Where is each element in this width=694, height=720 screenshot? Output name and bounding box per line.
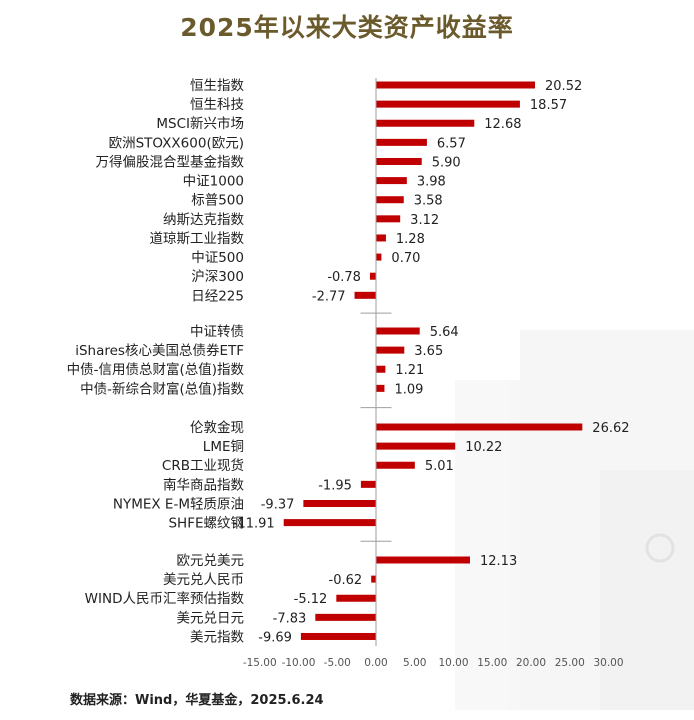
bar [376, 177, 407, 185]
category-label: 中证转债 [190, 324, 244, 340]
category-label: SHFE螺纹钢 [168, 516, 244, 532]
bar [315, 613, 376, 621]
category-label: 美元兑日元 [177, 610, 245, 626]
x-tick-label: 5.00 [403, 657, 426, 669]
x-tick-label: -5.00 [324, 657, 351, 669]
category-label: 欧元兑美元 [177, 553, 245, 569]
value-label: -1.95 [318, 478, 352, 493]
value-label: -9.69 [258, 630, 292, 645]
value-label: 5.90 [432, 155, 461, 170]
category-label: 中债-信用债总财富(总值)指数 [67, 361, 245, 378]
value-label: -2.77 [312, 289, 346, 304]
value-label: 18.57 [530, 98, 567, 113]
bar [376, 138, 427, 146]
bar [376, 556, 471, 564]
value-label: -5.12 [294, 592, 328, 607]
value-label: 3.65 [414, 344, 443, 359]
bar [376, 100, 520, 108]
category-label: 万得偏股混合型基金指数 [96, 153, 245, 170]
category-label: iShares核心美国总债券ETF [75, 343, 244, 359]
bar [376, 461, 415, 469]
category-label: 纳斯达克指数 [163, 212, 244, 228]
category-label: 伦敦金现 [190, 420, 244, 436]
category-label: 恒生科技 [190, 97, 244, 113]
bar [336, 594, 376, 602]
bar [376, 253, 382, 261]
bar [354, 291, 376, 299]
bar [300, 632, 376, 640]
bar [360, 480, 376, 488]
bar [376, 423, 583, 431]
bar [376, 384, 385, 392]
category-label: NYMEX E-M轻质原油 [113, 496, 244, 512]
value-label: -9.37 [261, 497, 295, 512]
bar [371, 575, 376, 583]
bar [376, 119, 475, 127]
x-tick-label: 20.00 [516, 657, 546, 669]
bar [376, 215, 401, 223]
value-label: 3.12 [410, 213, 439, 228]
bar [376, 196, 404, 204]
category-label: WIND人民币汇率预估指数 [85, 590, 245, 607]
bar [376, 442, 456, 450]
x-tick-label: 30.00 [593, 657, 623, 669]
value-label: 12.68 [484, 117, 521, 132]
value-label: 5.64 [430, 325, 459, 340]
bars [283, 81, 583, 640]
category-label: CRB工业现货 [162, 457, 244, 474]
category-label: 标普500 [191, 193, 244, 209]
value-label: 5.01 [425, 459, 454, 474]
category-label: 道琼斯工业指数 [150, 231, 245, 247]
x-tick-label: 0.00 [364, 657, 387, 669]
category-label: 日经225 [191, 288, 244, 304]
bar [369, 272, 376, 280]
category-label: LME铜 [203, 439, 244, 455]
category-label: 南华商品指数 [163, 477, 244, 493]
category-label: 沪深300 [191, 269, 244, 285]
bar [376, 81, 536, 89]
x-tick-label: 10.00 [438, 657, 468, 669]
value-label: 12.13 [480, 554, 517, 569]
bar [376, 157, 422, 165]
bar [376, 365, 386, 373]
value-label: 3.58 [414, 194, 443, 209]
value-label: 1.28 [396, 232, 425, 247]
x-tick-label: 25.00 [555, 657, 585, 669]
x-tick-label: 15.00 [477, 657, 507, 669]
chart-watermark [455, 330, 694, 710]
value-label: 20.52 [545, 79, 582, 94]
value-label: 3.98 [417, 175, 446, 190]
value-label: -7.83 [273, 611, 307, 626]
category-label: 中债-新综合财富(总值)指数 [80, 380, 244, 397]
value-label: 10.22 [465, 440, 502, 455]
bar [376, 327, 420, 335]
category-label: 欧洲STOXX600(欧元) [109, 135, 244, 151]
category-label: 美元兑人民币 [163, 572, 244, 588]
bar [376, 346, 405, 354]
category-label: 恒生指数 [190, 78, 244, 94]
value-label: 1.21 [395, 363, 424, 378]
x-axis-ticks: -15.00 -10.00 -5.00 0.00 5.00 10.00 15.00 20.00… [243, 657, 624, 669]
category-label: 中证500 [191, 250, 244, 266]
category-label: 美元指数 [190, 629, 244, 645]
bar [283, 519, 376, 527]
value-label: 1.09 [394, 382, 423, 397]
value-label: 26.62 [592, 421, 629, 436]
category-label: 中证1000 [183, 174, 244, 190]
x-tick-label: -10.00 [282, 657, 316, 669]
value-label: 0.70 [391, 251, 420, 266]
value-label: -11.91 [233, 517, 275, 532]
bar [303, 499, 376, 507]
category-label: MSCI新兴市场 [156, 115, 244, 132]
value-label: 6.57 [437, 136, 466, 151]
chart-title: 2025年以来大类资产收益率 [180, 13, 514, 42]
value-label: -0.62 [329, 573, 363, 588]
source-note: 数据来源：Wind，华夏基金，2025.6.24 [70, 693, 324, 708]
bar [376, 234, 386, 242]
value-labels: 20.52 18.57 12.68 6.57 5.90 3.98 3.58 3.12 1.28 0… [233, 79, 630, 645]
x-tick-label: -15.00 [243, 657, 277, 669]
value-label: -0.78 [327, 270, 361, 285]
